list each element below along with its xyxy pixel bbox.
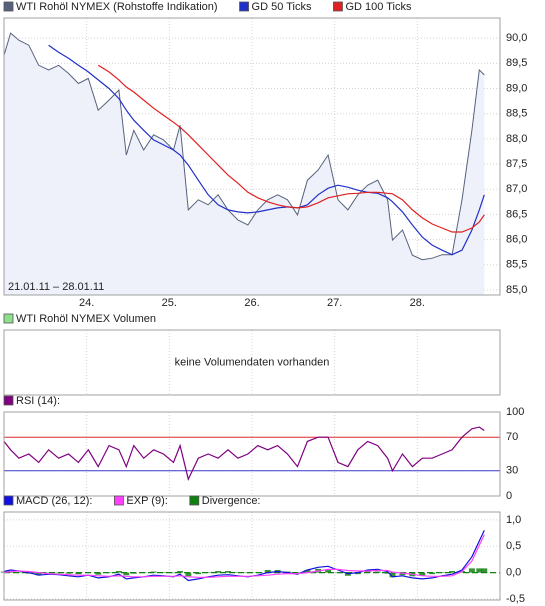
y-tick-label: 30	[506, 465, 518, 477]
divergence-bar	[150, 571, 157, 573]
divergence-bar	[449, 571, 456, 573]
y-tick-label: 89,0	[506, 82, 527, 94]
y-tick-label: 0	[506, 490, 512, 502]
divergence-bar	[476, 568, 483, 573]
divergence-bar	[429, 572, 436, 575]
date-range: 21.01.11 – 28.01.11	[8, 281, 104, 293]
series-line	[3, 534, 485, 578]
divergence-bar	[177, 571, 184, 573]
price-area	[4, 33, 485, 295]
divergence-bar	[399, 572, 406, 576]
divergence-bar	[45, 572, 52, 574]
y-tick-label: 1,0	[506, 514, 521, 526]
divergence-bar	[439, 572, 446, 573]
divergence-bar	[215, 571, 222, 573]
divergence-bar	[205, 572, 212, 573]
divergence-bar	[334, 572, 341, 574]
legend-swatch	[114, 495, 124, 506]
divergence-bar	[185, 572, 192, 577]
divergence-bar	[481, 568, 488, 573]
divergence-bar	[374, 571, 381, 573]
legend-swatch	[189, 495, 200, 506]
divergence-bar	[130, 572, 137, 574]
divergence-bar	[65, 572, 72, 574]
y-tick-label: 86,0	[506, 234, 527, 246]
divergence-bar	[325, 569, 332, 573]
series-line	[97, 64, 485, 233]
series-line	[3, 426, 485, 481]
divergence-bar	[115, 571, 122, 573]
divergence-bar	[35, 572, 42, 576]
legend-label: WTI Rohöl NYMEX (Rohstoffe Indikation)	[16, 1, 218, 13]
panel-frame	[3, 411, 501, 497]
y-tick-label: 100	[506, 406, 524, 418]
y-tick-label: 85,5	[506, 259, 527, 271]
y-tick-label: 88,0	[506, 133, 527, 145]
x-tick-label: 25.	[162, 297, 177, 309]
panel-frame	[3, 511, 501, 601]
series-line	[3, 32, 485, 261]
y-tick-label: 87,0	[506, 183, 527, 195]
y-tick-label: 90,0	[506, 32, 527, 44]
legend-label: MACD (26, 12):	[16, 495, 92, 507]
legend-swatch	[3, 1, 14, 12]
no-data-message: keine Volumendaten vorhanden	[175, 356, 330, 368]
y-tick-label: 86,5	[506, 208, 527, 220]
legend-swatch	[3, 495, 14, 506]
divergence-bar	[85, 572, 92, 574]
panel-frame	[3, 17, 501, 296]
divergence-bar	[55, 572, 62, 574]
divergence-bar	[354, 572, 361, 575]
y-tick-label: 87,5	[506, 158, 527, 170]
legend-label: RSI (14):	[16, 395, 60, 407]
divergence-bar	[106, 572, 112, 574]
series-line	[48, 44, 485, 256]
divergence-bar	[160, 572, 167, 573]
y-tick-label: -0,5	[506, 593, 525, 605]
divergence-bar	[364, 571, 371, 573]
divergence-bar	[75, 572, 82, 575]
divergence-bar	[389, 572, 396, 578]
y-tick-label: 89,5	[506, 57, 527, 69]
legend-label: EXP (9):	[126, 495, 167, 507]
x-tick-label: 28.	[410, 297, 425, 309]
divergence-bar	[225, 571, 232, 573]
divergence-bar	[195, 572, 202, 575]
legend-swatch	[3, 313, 14, 324]
divergence-bar	[234, 572, 241, 573]
divergence-bar	[304, 569, 311, 573]
y-tick-label: 0,0	[506, 567, 521, 579]
legend-label: GD 50 Ticks	[252, 1, 312, 13]
divergence-bar	[419, 572, 426, 576]
divergence-bar	[468, 568, 475, 573]
y-tick-label: 88,5	[506, 108, 527, 120]
y-tick-label: 0,5	[506, 540, 521, 552]
divergence-bar	[95, 572, 102, 575]
legend-swatch	[3, 395, 14, 406]
divergence-bar	[294, 572, 301, 574]
x-tick-label: 27.	[327, 297, 342, 309]
divergence-bar	[264, 569, 271, 573]
y-tick-label: 85,0	[506, 284, 527, 296]
legend-label: WTI Rohöl NYMEX Volumen	[16, 313, 156, 325]
x-tick-label: 24.	[79, 297, 94, 309]
legend-label: Divergence:	[202, 495, 261, 507]
divergence-bar	[140, 572, 147, 574]
legend-swatch	[239, 1, 249, 12]
divergence-bar	[170, 572, 177, 574]
y-tick-label: 70	[506, 431, 518, 443]
divergence-bar	[15, 572, 22, 574]
divergence-bar	[384, 572, 391, 574]
legend-label: GD 100 Ticks	[345, 1, 412, 13]
divergence-bar	[244, 572, 251, 574]
legend-swatch	[333, 1, 343, 12]
divergence-bar	[254, 572, 261, 573]
x-tick-label: 26.	[244, 297, 259, 309]
panel-frame	[3, 329, 501, 396]
divergence-bar	[123, 572, 130, 576]
